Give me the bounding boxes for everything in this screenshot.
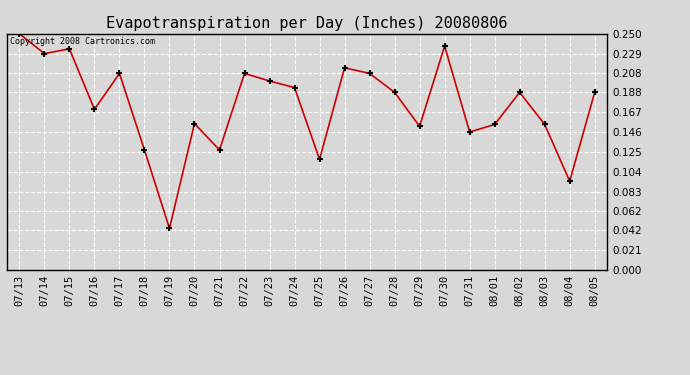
Title: Evapotranspiration per Day (Inches) 20080806: Evapotranspiration per Day (Inches) 2008… (106, 16, 508, 31)
Text: Copyright 2008 Cartronics.com: Copyright 2008 Cartronics.com (10, 37, 155, 46)
